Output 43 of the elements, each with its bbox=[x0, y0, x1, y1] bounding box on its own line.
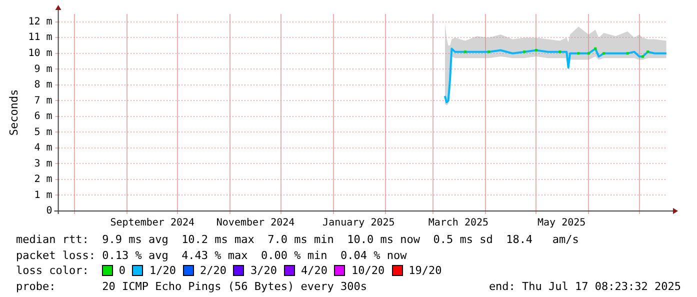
y-tick-label: 2 m bbox=[34, 174, 52, 186]
y-tick-label: 1 m bbox=[34, 190, 52, 201]
legend-label: 10/20 bbox=[351, 263, 385, 278]
x-tick-label: November 2024 bbox=[216, 218, 295, 229]
x-tick-label: January 2025 bbox=[322, 218, 395, 229]
point bbox=[523, 50, 526, 54]
point bbox=[641, 55, 644, 58]
y-tick-label: 8 m bbox=[34, 80, 52, 91]
legend-label: 19/20 bbox=[408, 263, 442, 278]
legend-label: 3/20 bbox=[250, 263, 277, 278]
x-tick-label: March 2025 bbox=[428, 218, 489, 229]
legend-label: 4/20 bbox=[300, 263, 328, 278]
legend-label: 1/20 bbox=[149, 263, 176, 278]
y-tick-label: 5 m bbox=[34, 126, 52, 138]
y-tick-label: 10 m bbox=[28, 48, 52, 59]
point bbox=[534, 48, 538, 52]
point bbox=[464, 50, 466, 54]
point bbox=[626, 52, 629, 55]
y-tick-label: 4 m bbox=[34, 142, 52, 154]
point bbox=[587, 52, 590, 55]
y-tick-label: 3 m bbox=[34, 158, 52, 170]
legend-title: loss color: bbox=[16, 263, 89, 278]
x-tick-label: September 2024 bbox=[110, 218, 195, 229]
y-tick-label: 7 m bbox=[34, 95, 52, 106]
y-tick-label: 6 m bbox=[34, 111, 52, 122]
text: packet loss: 0.13 % avg 4.43 % max 0.00 % min 0.04 % now bbox=[16, 248, 408, 263]
text: probe: 20 ICMP Echo Pings (56 Bytes) every 300s bbox=[16, 278, 367, 294]
y-tick-label: 0 bbox=[46, 206, 52, 217]
point bbox=[488, 50, 490, 54]
y-tick-label: 9 m bbox=[34, 64, 52, 75]
text: end: Thu Jul 17 08:23:32 2025 bbox=[488, 278, 681, 294]
y-axis-title: Seconds bbox=[7, 89, 20, 136]
text: median rtt: 9.9 ms avg 10.2 ms max 7.0 ms min 10.0 ms now 0.5 ms sd 18.4 am/s bbox=[16, 232, 580, 248]
y-tick-label: 11 m bbox=[28, 32, 52, 44]
point bbox=[577, 52, 580, 55]
x-tick-label: May 2025 bbox=[537, 218, 586, 229]
point bbox=[558, 50, 562, 54]
point bbox=[594, 47, 597, 50]
y-tick-label: 12 m bbox=[28, 16, 52, 28]
point bbox=[602, 52, 606, 55]
legend-label: 2/20 bbox=[200, 263, 226, 278]
point bbox=[646, 50, 650, 54]
legend-label: 0 bbox=[118, 263, 126, 278]
